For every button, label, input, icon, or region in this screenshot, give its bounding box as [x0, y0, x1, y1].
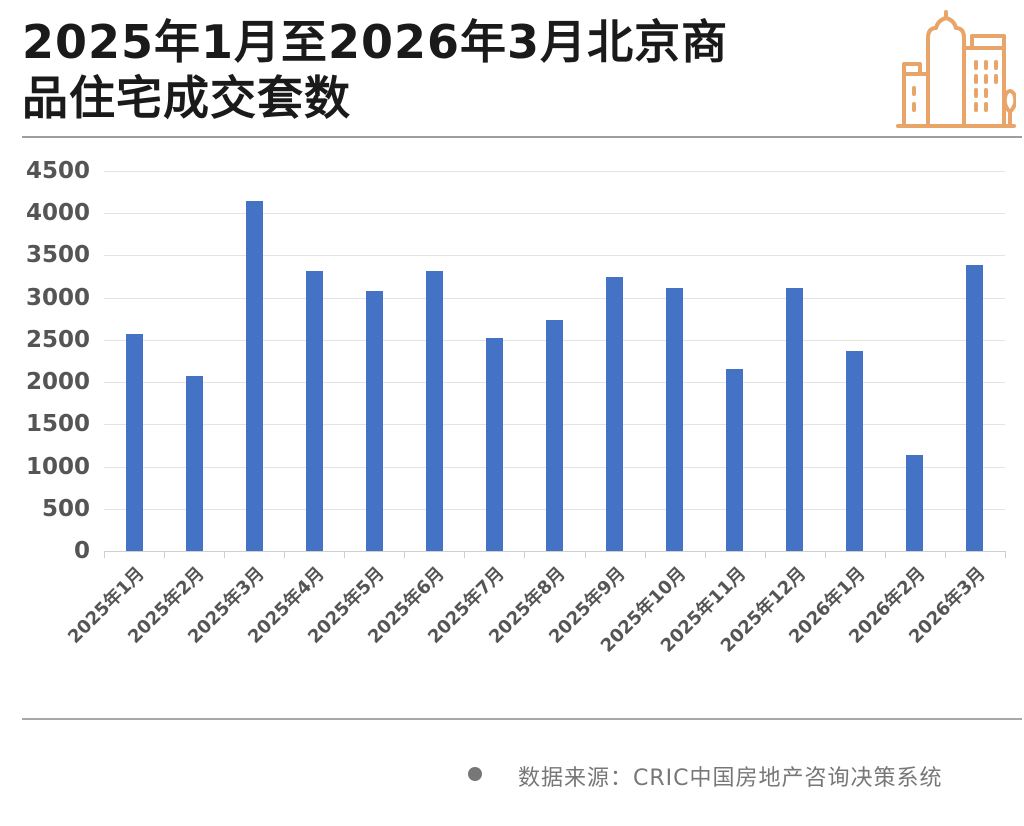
bar	[966, 265, 983, 551]
footer-divider	[22, 718, 1022, 720]
x-tick-mark	[104, 551, 105, 558]
gridline	[104, 213, 1005, 214]
city-buildings-icon	[896, 10, 1016, 128]
x-axis-line	[104, 551, 1005, 552]
x-tick-mark	[945, 551, 946, 558]
data-source-note: 数据来源：CRIC中国房地产咨询决策系统	[518, 766, 943, 791]
bar	[246, 201, 263, 551]
bar	[906, 455, 923, 551]
y-tick-label: 500	[41, 495, 90, 522]
x-tick-mark	[825, 551, 826, 558]
bar	[726, 369, 743, 551]
y-tick-label: 3000	[25, 284, 90, 311]
bar	[366, 291, 383, 551]
x-tick-mark	[224, 551, 225, 558]
bar	[306, 271, 323, 551]
y-tick-label: 4500	[25, 158, 90, 184]
gridline	[104, 255, 1005, 256]
chart-title-line-2: 品住宅成交套数	[22, 71, 351, 125]
x-tick-mark	[404, 551, 405, 558]
gridline	[104, 171, 1005, 172]
y-tick-label: 1500	[25, 411, 90, 438]
bar	[606, 277, 623, 551]
bar	[186, 376, 203, 551]
x-tick-mark	[705, 551, 706, 558]
y-tick-label: 0	[73, 538, 90, 564]
chart-title-line-1: 2025年1月至2026年3月北京商	[22, 15, 729, 69]
x-tick-mark	[645, 551, 646, 558]
bar	[846, 351, 863, 551]
chart-title: 2025年1月至2026年3月北京商 品住宅成交套数	[22, 14, 882, 126]
bar	[786, 288, 803, 551]
y-tick-label: 4000	[25, 200, 90, 227]
bar	[426, 271, 443, 551]
y-tick-label: 2000	[25, 369, 90, 396]
bar	[546, 320, 563, 551]
bar	[126, 334, 143, 551]
y-tick-label: 1000	[25, 453, 90, 480]
x-tick-mark	[344, 551, 345, 558]
x-tick-mark	[585, 551, 586, 558]
gridline	[104, 298, 1005, 299]
x-tick-mark	[524, 551, 525, 558]
bar-chart: 0 500 1000 1500 2000 2500 3000 3500 4000 4500 202…	[25, 158, 1006, 657]
y-tick-label: 2500	[25, 326, 90, 353]
x-tick-mark	[284, 551, 285, 558]
y-tick-label: 3500	[25, 242, 90, 269]
x-tick-mark	[765, 551, 766, 558]
bar	[666, 288, 683, 551]
bullet-dot-icon	[468, 767, 482, 781]
bar	[486, 338, 503, 551]
x-tick-mark	[1005, 551, 1006, 558]
x-tick-mark	[464, 551, 465, 558]
title-divider	[22, 136, 1022, 138]
x-tick-mark	[164, 551, 165, 558]
x-tick-mark	[885, 551, 886, 558]
